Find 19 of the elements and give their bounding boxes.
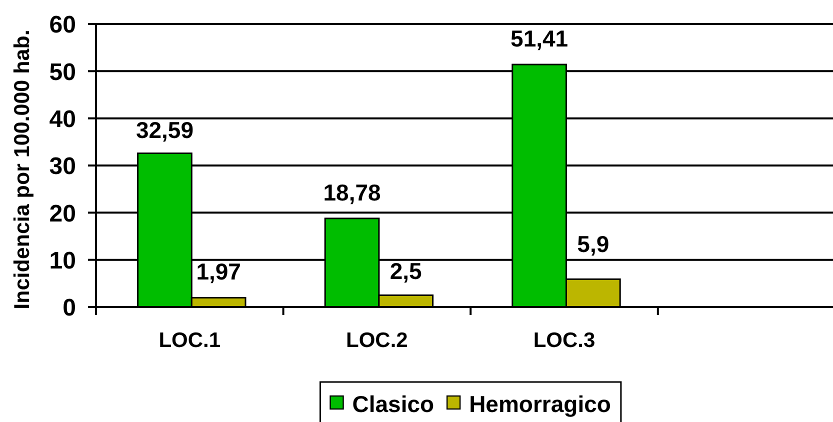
y-tick-label: 40: [49, 106, 76, 133]
y-axis-title: Incidencia por 100.000 hab.: [10, 30, 34, 310]
data-label: 18,78: [323, 179, 382, 206]
y-tick-label: 60: [49, 12, 76, 39]
legend-label: Hemorragico: [469, 391, 611, 417]
x-tick-label: LOC.2: [346, 329, 408, 352]
x-tick-label: LOC.1: [158, 329, 221, 352]
data-label: 32,59: [136, 116, 194, 143]
y-tick-label: 50: [49, 58, 76, 86]
data-label: 51,41: [510, 26, 568, 52]
y-tick-label: 0: [62, 294, 76, 322]
y-tick-label: 20: [49, 200, 76, 228]
data-label: 5,9: [577, 231, 610, 258]
data-label: 1,97: [196, 258, 241, 285]
data-label: 2,5: [390, 258, 422, 284]
legend-label: Clasico: [352, 391, 434, 417]
x-tick-label: LOC.3: [533, 329, 596, 352]
y-tick-label: 10: [49, 247, 76, 274]
y-tick-label: 30: [49, 153, 76, 180]
